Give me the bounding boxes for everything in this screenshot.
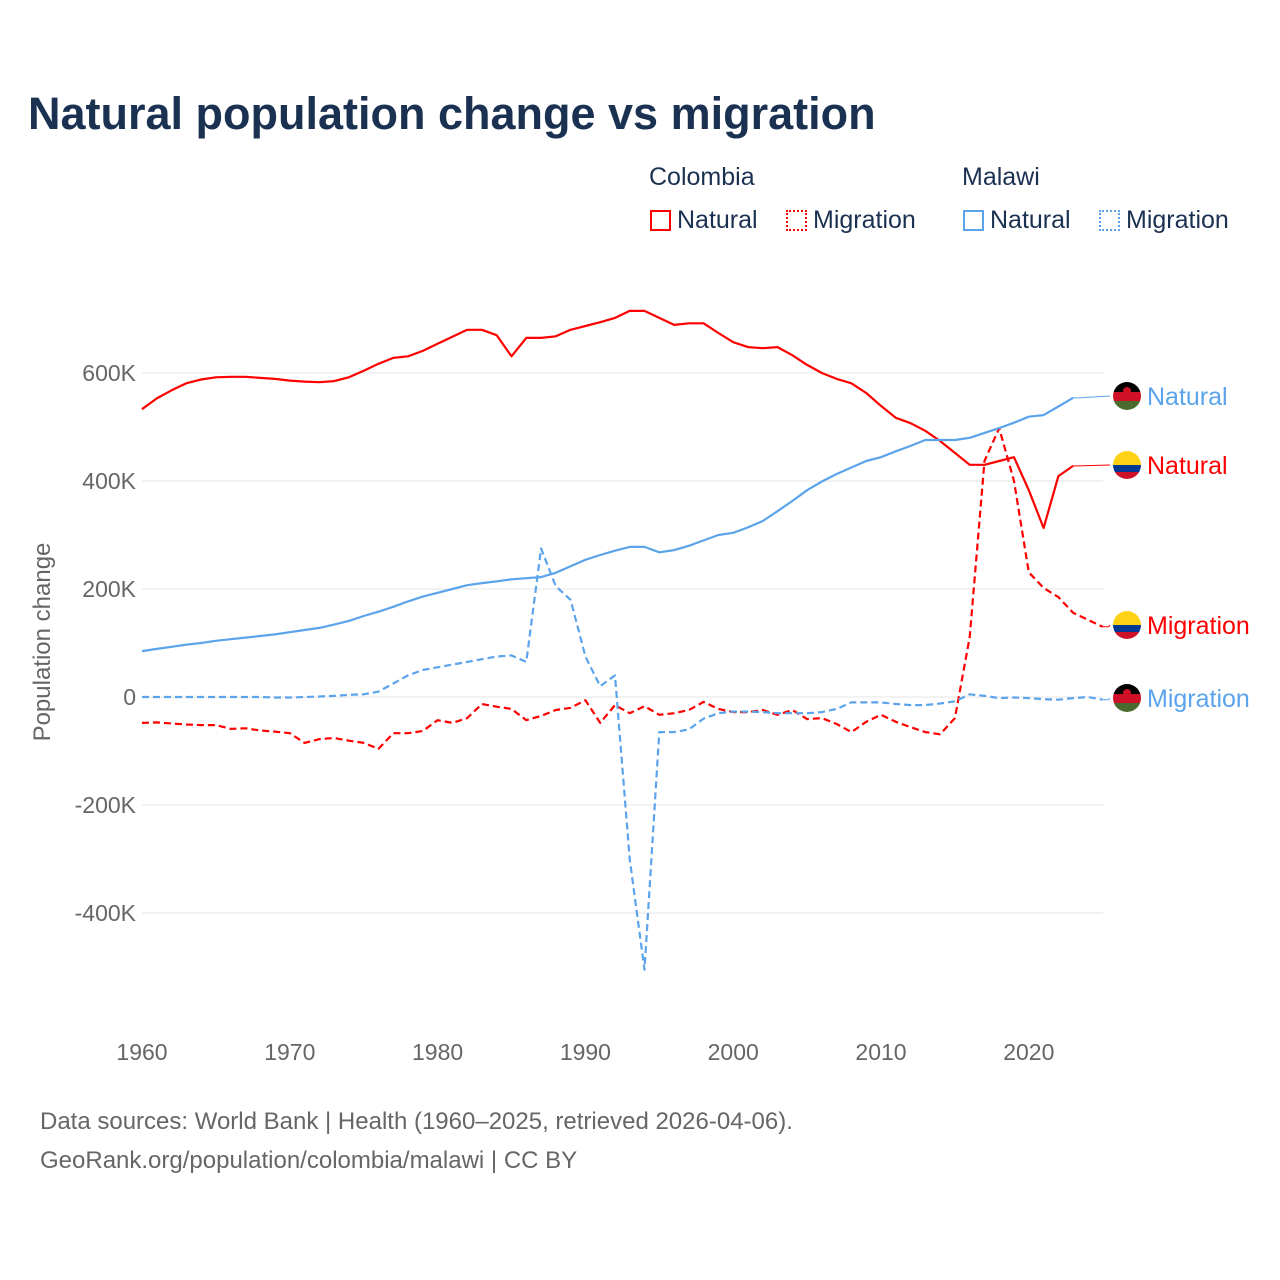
- end-label: Natural: [1147, 452, 1228, 480]
- footer-sources: Data sources: World Bank | Health (1960–…: [40, 1108, 793, 1135]
- series-line-malawi-migration[interactable]: [142, 547, 1103, 971]
- y-tick-label: 400K: [82, 468, 136, 494]
- end-label: Migration: [1147, 685, 1250, 713]
- legend-label: Natural: [990, 206, 1071, 234]
- legend-group-colombia: Colombia: [649, 163, 755, 191]
- x-tick-label: 1980: [412, 1039, 463, 1065]
- legend-swatch-solid: [650, 210, 671, 231]
- y-tick-label: 600K: [82, 360, 136, 386]
- legend-colombia-natural[interactable]: Natural: [650, 206, 758, 235]
- malawi-flag-icon: [1113, 684, 1141, 712]
- series-line-malawi-natural[interactable]: [141, 396, 1074, 653]
- series-line-colombia-migration[interactable]: [141, 427, 1104, 750]
- legend-label: Migration: [813, 206, 916, 234]
- footer-link[interactable]: GeoRank.org/population/colombia/malawi |…: [40, 1147, 578, 1174]
- legend-label: Natural: [677, 206, 758, 234]
- legend-group-malawi: Malawi: [962, 163, 1040, 191]
- end-label: Migration: [1147, 612, 1250, 640]
- chart-title: Natural population change vs migration: [28, 88, 876, 139]
- colombia-flag-icon: [1113, 451, 1141, 479]
- malawi-flag-icon: [1113, 382, 1141, 410]
- x-tick-label: 1960: [116, 1039, 167, 1065]
- x-tick-label: 2000: [708, 1039, 759, 1065]
- y-tick-label: -400K: [75, 900, 137, 926]
- x-tick-label: 2010: [855, 1039, 906, 1065]
- label-connector: [1073, 464, 1111, 467]
- y-tick-label: -200K: [75, 792, 137, 818]
- y-tick-label: 0: [123, 684, 136, 710]
- y-axis-label: Population change: [29, 543, 56, 742]
- label-connector: [1073, 395, 1111, 399]
- x-tick-label: 1970: [264, 1039, 315, 1065]
- label-connector: [1102, 624, 1111, 628]
- x-tick-label: 1990: [560, 1039, 611, 1065]
- legend-colombia-migration[interactable]: Migration: [786, 206, 916, 235]
- series-line-colombia-natural[interactable]: [141, 309, 1074, 530]
- legend-label: Migration: [1126, 206, 1229, 234]
- y-tick-label: 200K: [82, 576, 136, 602]
- legend-swatch-solid: [963, 210, 984, 231]
- colombia-flag-icon: [1113, 611, 1141, 639]
- x-tick-label: 2020: [1003, 1039, 1054, 1065]
- legend-malawi-natural[interactable]: Natural: [963, 206, 1071, 235]
- legend-swatch-dotted: [1099, 210, 1120, 231]
- legend-malawi-migration[interactable]: Migration: [1099, 206, 1229, 235]
- label-connector: [1102, 697, 1111, 701]
- legend-swatch-dotted: [786, 210, 807, 231]
- end-label: Natural: [1147, 383, 1228, 411]
